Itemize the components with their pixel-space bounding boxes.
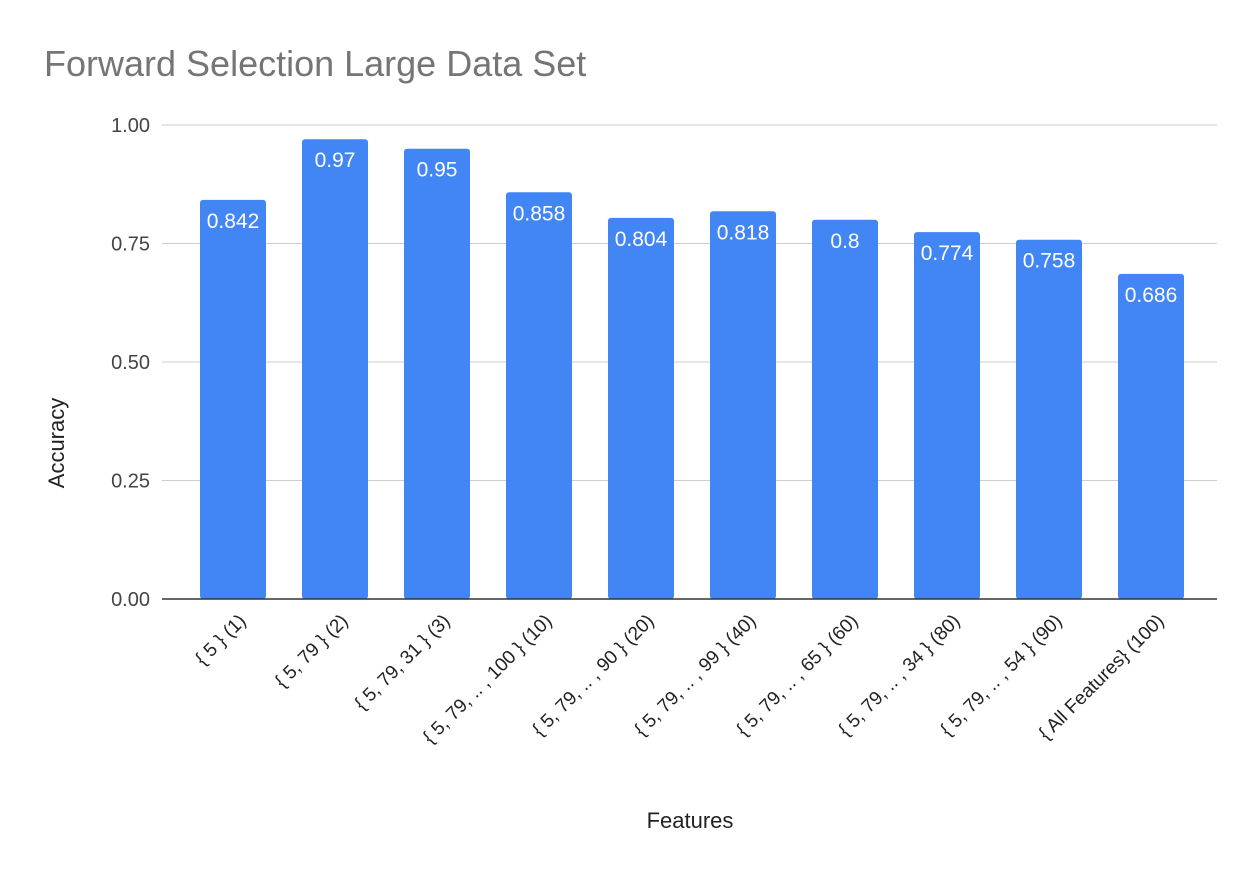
y-tick-label: 0.50 [111, 352, 150, 374]
y-axis-ticks: 0.00 0.25 0.50 0.75 1.00 [111, 115, 150, 611]
y-tick-label: 0.75 [111, 234, 150, 256]
data-label: 0.842 [207, 210, 260, 233]
data-label: 0.686 [1125, 284, 1178, 307]
bar [914, 232, 980, 599]
bars [200, 139, 1184, 600]
data-label: 0.95 [417, 159, 458, 182]
bar [608, 217, 674, 600]
data-label: 0.818 [717, 221, 770, 244]
bar [812, 219, 878, 600]
bar [302, 139, 368, 599]
data-labels: 0.842 0.97 0.95 0.858 0.804 0.818 0.8 0.774 0.75… [207, 149, 1178, 307]
data-label: 0.774 [921, 242, 974, 265]
chart-title: Forward Selection Large Data Set [44, 43, 586, 84]
bar [1118, 273, 1184, 599]
data-label: 0.8 [830, 230, 859, 253]
data-label: 0.804 [615, 228, 668, 251]
y-tick-label: 0.25 [111, 471, 150, 493]
bar [200, 199, 266, 599]
data-label: 0.858 [513, 202, 566, 225]
data-label: 0.758 [1023, 250, 1076, 273]
bar [710, 211, 776, 599]
bar [1016, 239, 1082, 599]
x-axis-title: Features [647, 808, 734, 833]
x-tick-label: { 5, 79, 31 } (3) [351, 611, 455, 715]
y-axis-title: Accuracy [44, 398, 69, 488]
bar [506, 192, 572, 600]
bar [404, 148, 470, 599]
data-label: 0.97 [315, 149, 356, 172]
x-tick-label: { 5 } (1) [192, 611, 251, 670]
y-tick-label: 1.00 [111, 115, 150, 137]
y-tick-label: 0.00 [111, 589, 150, 611]
x-axis-ticks: { 5 } (1){ 5, 79 } (2){ 5, 79, 31 } (3){… [192, 611, 1169, 748]
x-tick-label: { 5, 79 } (2) [271, 611, 352, 692]
